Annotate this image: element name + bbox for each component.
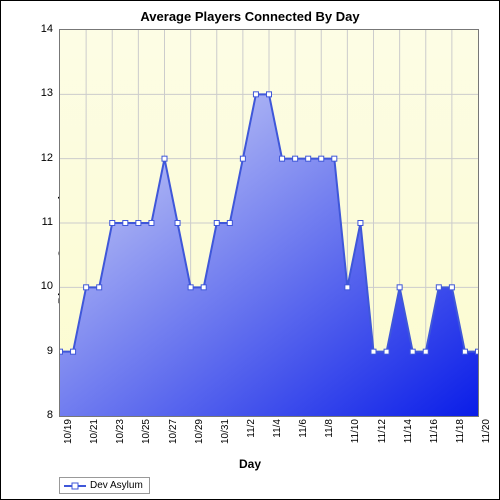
x-tick-label: 11/18 [455,419,466,443]
plot-area [59,29,479,417]
x-tick-label: 11/16 [429,419,440,443]
y-tick-label: 10 [41,280,53,292]
legend-line-icon [64,485,86,487]
legend: Dev Asylum [59,477,150,494]
x-axis-label: Day [239,457,261,471]
x-tick-label: 10/31 [220,419,231,444]
x-tick-label: 10/27 [168,419,179,444]
x-tick-label: 11/4 [272,419,283,438]
x-tick-label: 10/21 [89,419,100,444]
x-tick-label: 11/6 [298,419,309,438]
x-tick-label: 11/12 [377,419,388,443]
y-tick-label: 8 [47,409,53,421]
legend-marker-icon [72,482,79,489]
y-tick-label: 9 [47,345,53,357]
chart-title: Average Players Connected By Day [1,1,499,24]
chart-container: Average Players Connected By Day Players… [0,0,500,500]
chart-svg [60,30,478,416]
y-tick-label: 13 [41,87,53,99]
x-tick-label: 10/29 [194,419,205,444]
x-tick-label: 10/19 [63,419,74,444]
y-tick-label: 11 [42,216,53,228]
x-tick-label: 10/23 [115,419,126,444]
x-tick-label: 11/10 [350,419,361,443]
x-tick-label: 10/25 [141,419,152,444]
legend-series-label: Dev Asylum [90,480,143,491]
y-tick-label: 12 [41,152,53,164]
x-tick-label: 11/8 [324,419,335,438]
x-tick-label: 11/2 [246,419,257,438]
x-tick-label: 11/14 [403,419,414,443]
x-tick-label: 11/20 [481,419,492,443]
y-tick-label: 14 [41,23,53,35]
